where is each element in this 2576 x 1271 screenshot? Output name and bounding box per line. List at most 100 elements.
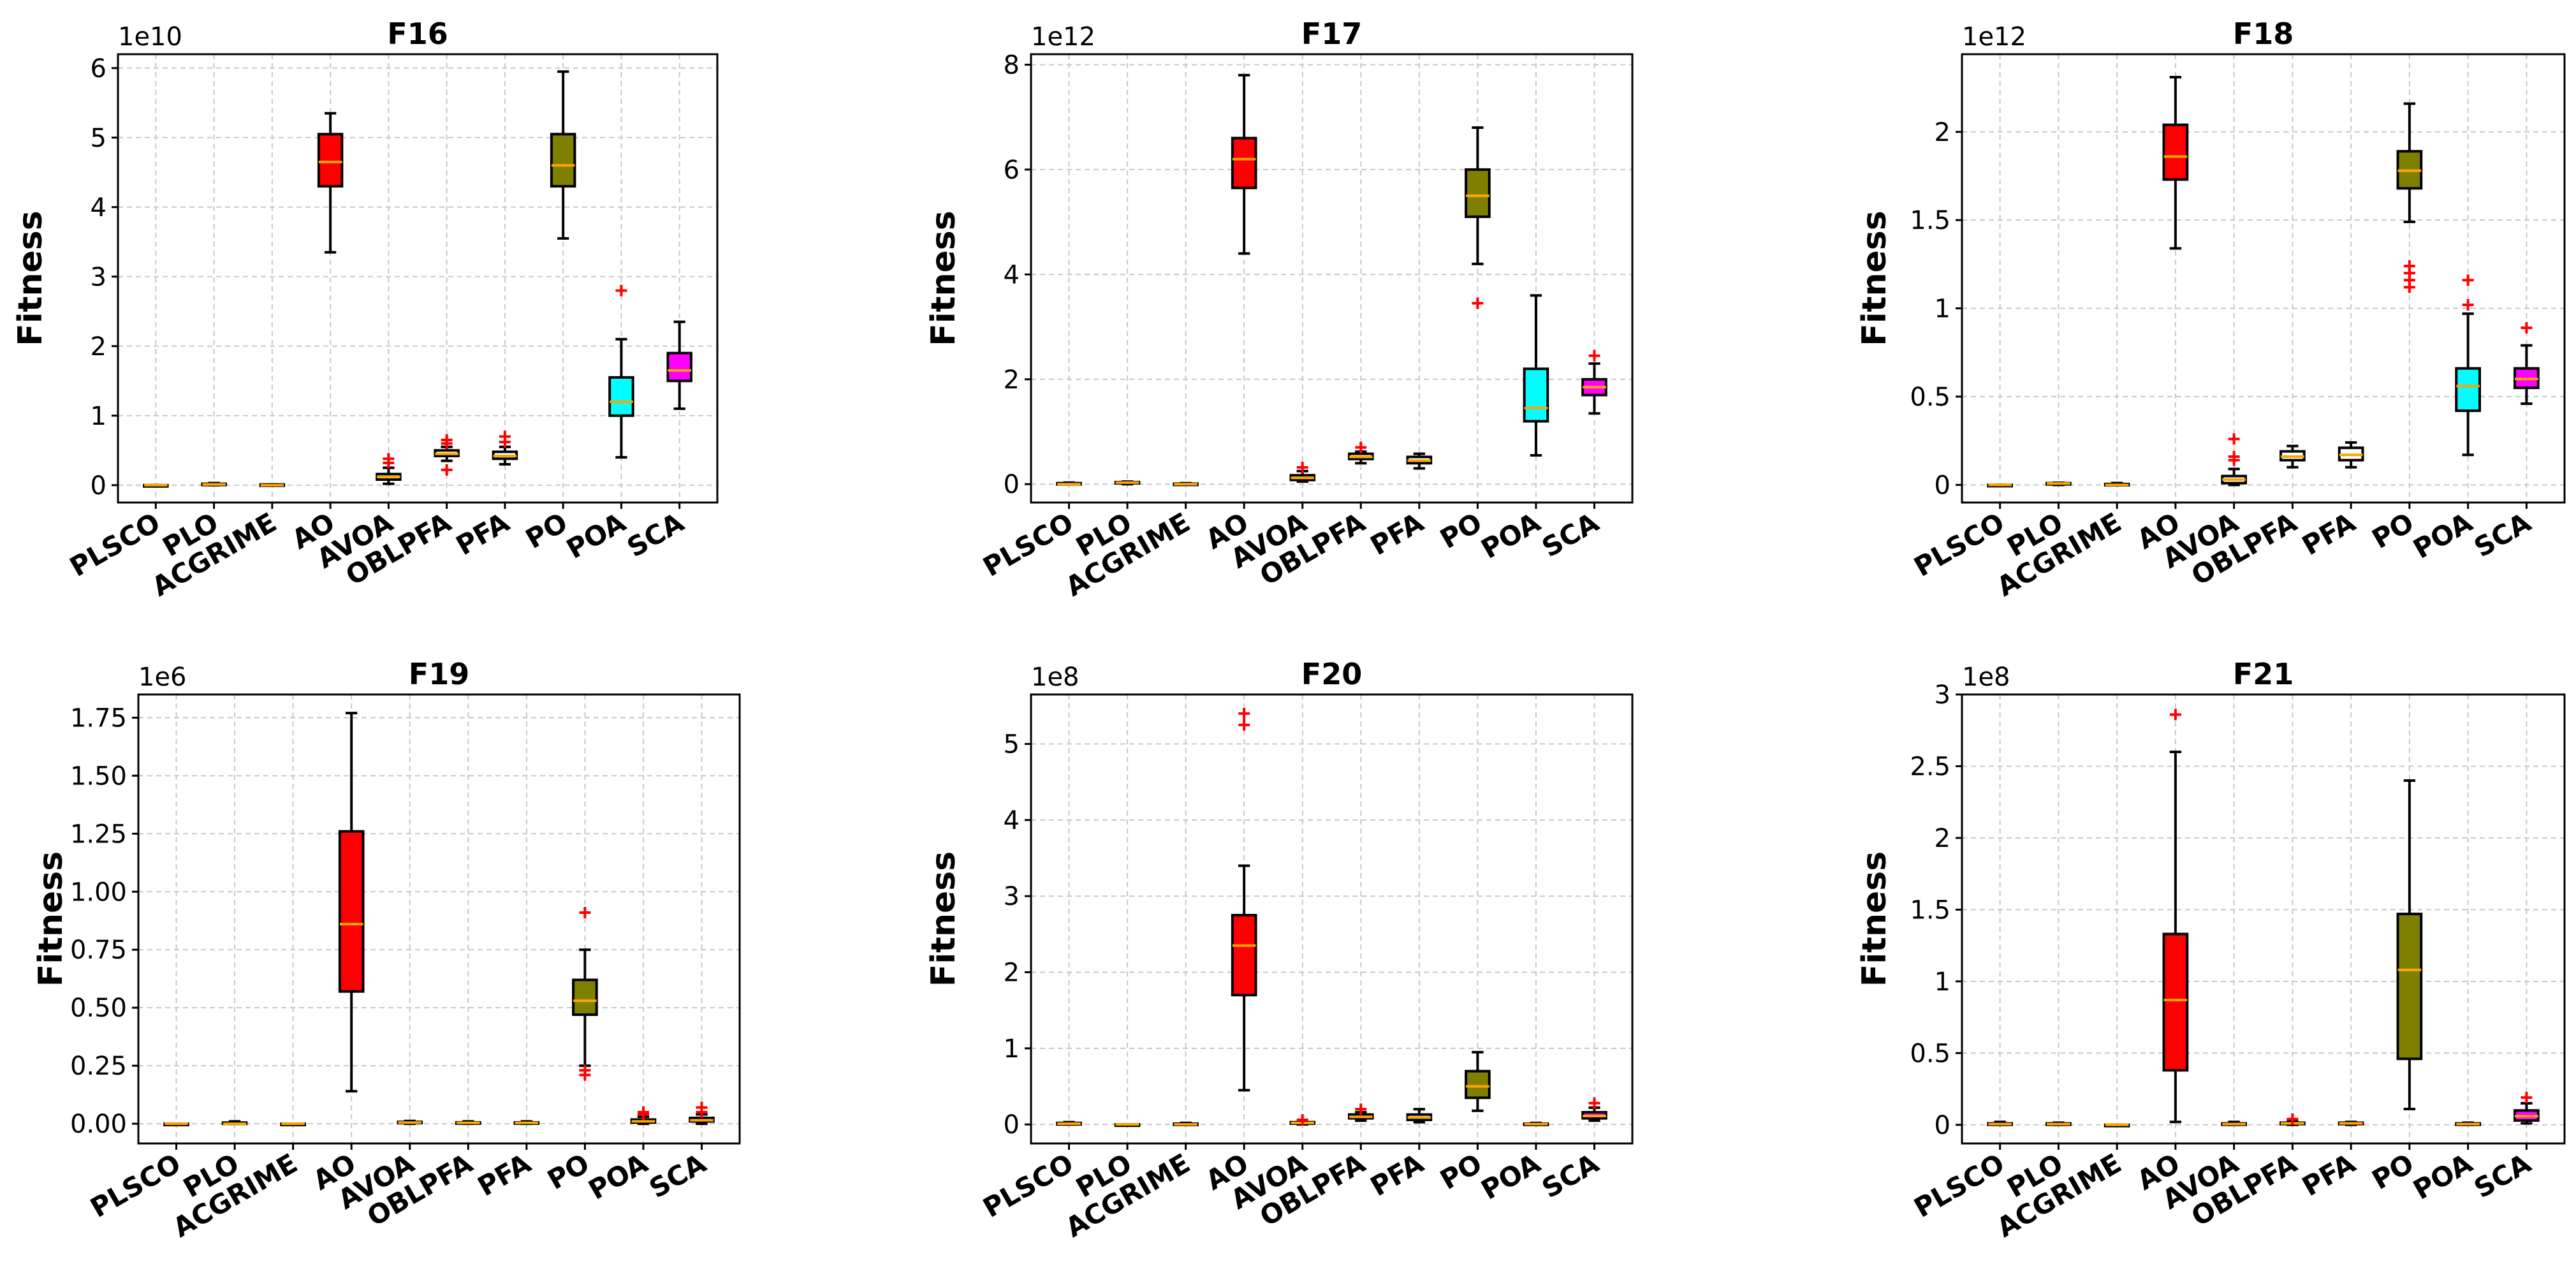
box-plo (221, 1120, 248, 1126)
box-plo (1114, 480, 1141, 486)
box-iqr (1523, 367, 1549, 423)
y-tick-label: 0.75 (70, 936, 127, 965)
x-tick-label: PFA (1365, 1147, 1429, 1202)
x-tick-label: PO (2367, 1147, 2419, 1196)
box-poa (2455, 1121, 2481, 1126)
y-tick-label: 1 (91, 402, 106, 431)
outlier-marker (615, 284, 627, 297)
box-oblpfa (1347, 1103, 1374, 1122)
plot-frame (1961, 693, 2566, 1145)
box-ao (2162, 709, 2189, 1124)
y-tick-label: 0 (1935, 1111, 1950, 1140)
y-tick-label: 2.5 (1910, 752, 1950, 781)
box-acgrime (2104, 481, 2130, 487)
box-po (1465, 1050, 1491, 1112)
box-poa (630, 1106, 657, 1126)
outlier-marker (383, 453, 395, 465)
box-plo (1114, 1123, 1141, 1128)
box-plsco (1987, 1120, 2013, 1126)
y-tick-label: 0.00 (70, 1110, 127, 1139)
box-iqr (317, 133, 344, 188)
y-tick-label: 0 (1004, 470, 1020, 499)
x-tick-label: PO (1435, 1147, 1487, 1196)
plot-frame (137, 693, 741, 1145)
chart-title: F21 (2233, 657, 2294, 691)
outlier-marker (1296, 461, 1308, 473)
box-iqr (2396, 913, 2423, 1061)
x-tick-label: PFA (472, 1147, 536, 1202)
box-po (572, 906, 598, 1081)
box-pfa (513, 1120, 540, 1126)
box-oblpfa (455, 1120, 481, 1126)
x-tick-label: PLSCO (1908, 1147, 2009, 1224)
box-sca (689, 1101, 715, 1126)
box-avoa (376, 453, 402, 485)
outlier-marker (2462, 274, 2474, 286)
y-tick-label: 1 (1935, 967, 1950, 997)
box-plsco (1056, 1120, 1082, 1126)
x-tick-label: PFA (1365, 506, 1429, 561)
outlier-marker (2521, 321, 2533, 334)
box-avoa (2221, 433, 2247, 487)
outlier-marker (1238, 719, 1250, 731)
box-po (550, 70, 576, 240)
box-ao (338, 712, 365, 1093)
x-tick-label: POA (561, 506, 631, 565)
y-tick-label: 5 (1004, 730, 1020, 760)
plot-frame (1030, 693, 1634, 1145)
x-tick-label: POA (2408, 506, 2478, 565)
y-tick-label: 2 (1004, 959, 1020, 988)
box-plsco (163, 1122, 189, 1127)
box-iqr (1231, 136, 1257, 189)
chart-title: F16 (387, 17, 448, 51)
box-iqr (1231, 914, 1257, 997)
box-plo (2045, 1121, 2072, 1126)
box-sca (2514, 1092, 2540, 1125)
outlier-marker (2228, 451, 2240, 463)
y-axis-multiplier: 1e6 (138, 663, 187, 692)
y-axis-multiplier: 1e12 (1962, 22, 2026, 52)
outlier-marker (1355, 441, 1367, 453)
box-acgrime (1173, 481, 1199, 487)
box-iqr (2162, 123, 2189, 181)
box-ao (1231, 707, 1257, 1092)
y-tick-label: 1.5 (1910, 895, 1950, 925)
box-poa (608, 284, 634, 459)
y-tick-label: 6 (1004, 156, 1020, 185)
box-pfa (1406, 452, 1433, 470)
y-axis-label: Fitness (1855, 210, 1894, 346)
box-acgrime (259, 483, 286, 487)
y-tick-label: 4 (1004, 806, 1020, 835)
y-tick-label: 0.5 (1910, 1039, 1950, 1068)
box-po (2396, 102, 2423, 293)
outlier-marker (1472, 297, 1484, 309)
y-tick-label: 0 (91, 471, 106, 501)
x-tick-label: POA (583, 1147, 654, 1206)
box-plsco (1056, 481, 1082, 486)
box-acgrime (280, 1122, 306, 1127)
box-iqr (338, 830, 365, 993)
box-plsco (143, 483, 169, 488)
y-tick-label: 2 (1935, 118, 1950, 147)
y-axis-label: Fitness (32, 851, 70, 987)
y-axis-multiplier: 1e8 (1031, 663, 1079, 692)
outlier-marker (2521, 1092, 2533, 1104)
x-tick-label: PLSCO (85, 1147, 186, 1224)
outlier-marker (2169, 709, 2181, 721)
y-tick-label: 5 (91, 124, 106, 153)
outlier-marker (2228, 433, 2240, 445)
x-tick-label: PLSCO (977, 1147, 1078, 1224)
box-avoa (1289, 1114, 1316, 1126)
box-plo (2045, 481, 2072, 487)
x-tick-label: POA (2408, 1147, 2478, 1206)
box-avoa (1289, 461, 1316, 483)
outlier-marker (1296, 1114, 1308, 1126)
box-sca (1581, 349, 1607, 415)
box-iqr (2455, 367, 2481, 413)
box-pfa (1406, 1108, 1433, 1124)
y-tick-label: 1.75 (70, 703, 127, 733)
